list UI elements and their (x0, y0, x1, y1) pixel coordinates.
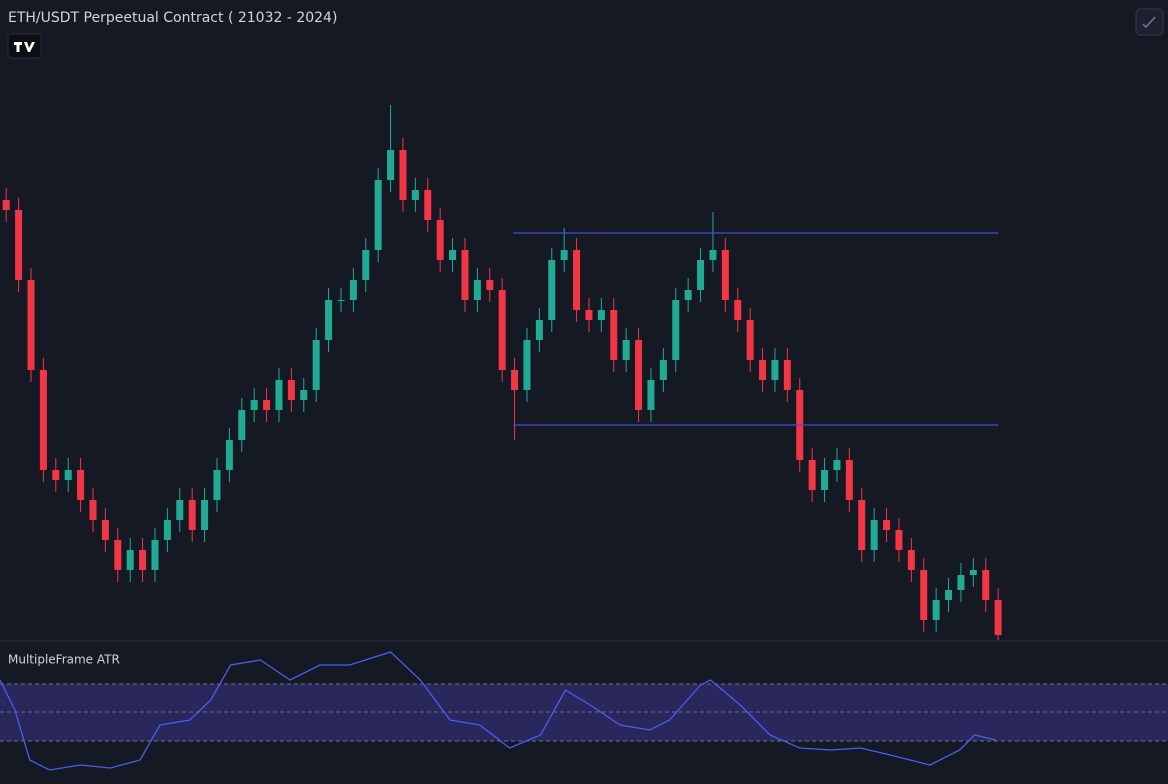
candle-body (858, 500, 866, 550)
candle-body (176, 500, 184, 520)
candle-body (684, 290, 692, 300)
candle-body (411, 190, 419, 200)
candle-body (52, 470, 60, 480)
candle-body (920, 570, 928, 620)
chart-title: ETH/USDT Perpeetual Contract ( 21032 - 2… (8, 10, 337, 26)
candle-body (213, 470, 221, 500)
candle-body (126, 550, 134, 570)
candle-body (300, 390, 308, 400)
candle-body (498, 290, 506, 370)
candle-body (387, 150, 395, 180)
atr-line (0, 651, 996, 771)
candle-body (89, 500, 97, 520)
candle-body (349, 280, 357, 300)
candle-body (64, 470, 72, 480)
candle-body (139, 550, 147, 570)
candle-body (709, 250, 717, 260)
candle-body (833, 460, 841, 470)
candle-body (436, 220, 444, 260)
candle-body (473, 280, 481, 300)
candle-body (250, 400, 258, 410)
indicator-pane (0, 651, 1168, 771)
candle-body (647, 380, 655, 410)
candle-body (895, 530, 903, 550)
candle-body (238, 410, 246, 440)
candle-body (734, 300, 742, 320)
candle-body (994, 600, 1002, 635)
candle-body (560, 250, 568, 260)
candle-body (585, 310, 593, 320)
candle-body (746, 320, 754, 360)
candle-body (2, 200, 10, 210)
candle-body (672, 300, 680, 360)
candle-body (449, 250, 457, 260)
candle-body (597, 310, 605, 320)
candle-body (225, 440, 233, 470)
logo: ​ (7, 33, 42, 59)
candle-body (535, 320, 543, 340)
candle-body (15, 210, 23, 280)
indicator-title: MultipleFrame ATR (8, 653, 120, 667)
candle-body (275, 380, 283, 410)
candle-body (697, 260, 705, 290)
candle-body (312, 340, 320, 390)
candle-body (622, 340, 630, 360)
candle-body (783, 360, 791, 390)
candle-body (101, 520, 109, 540)
candle-body (461, 250, 469, 300)
candle-body (201, 500, 209, 530)
candle-body (511, 370, 519, 390)
candle-body (945, 590, 953, 600)
candle-body (870, 520, 878, 550)
check-button[interactable] (1135, 8, 1164, 36)
candle-body (263, 400, 271, 410)
candle-body (39, 370, 47, 470)
candle-body (659, 360, 667, 380)
candle-body (151, 540, 159, 570)
candle-body (957, 575, 965, 590)
candle-body (188, 500, 196, 530)
candle-body (969, 570, 977, 575)
candle-body (573, 250, 581, 310)
candle-body (424, 190, 432, 220)
candle-body (610, 310, 618, 360)
candle-body (845, 460, 853, 500)
candle-body (486, 280, 494, 290)
candle-body (759, 360, 767, 380)
candle-body (771, 360, 779, 380)
price-pane (2, 105, 1002, 640)
candle-body (982, 570, 990, 600)
candle-body (907, 550, 915, 570)
candle-body (721, 250, 729, 300)
candle-body (523, 340, 531, 390)
candle-body (635, 340, 643, 410)
candle-body (114, 540, 122, 570)
candle-body (325, 300, 333, 340)
candle-body (362, 250, 370, 280)
candle-body (77, 470, 85, 500)
candle-body (337, 300, 345, 301)
candle-body (374, 180, 382, 250)
candle-body (821, 470, 829, 490)
candle-body (287, 380, 295, 400)
candle-body (932, 600, 940, 620)
candle-body (163, 520, 171, 540)
candle-body (27, 280, 35, 370)
candle-body (808, 460, 816, 490)
candle-body (883, 520, 891, 530)
candle-body (548, 260, 556, 320)
candle-body (399, 150, 407, 200)
